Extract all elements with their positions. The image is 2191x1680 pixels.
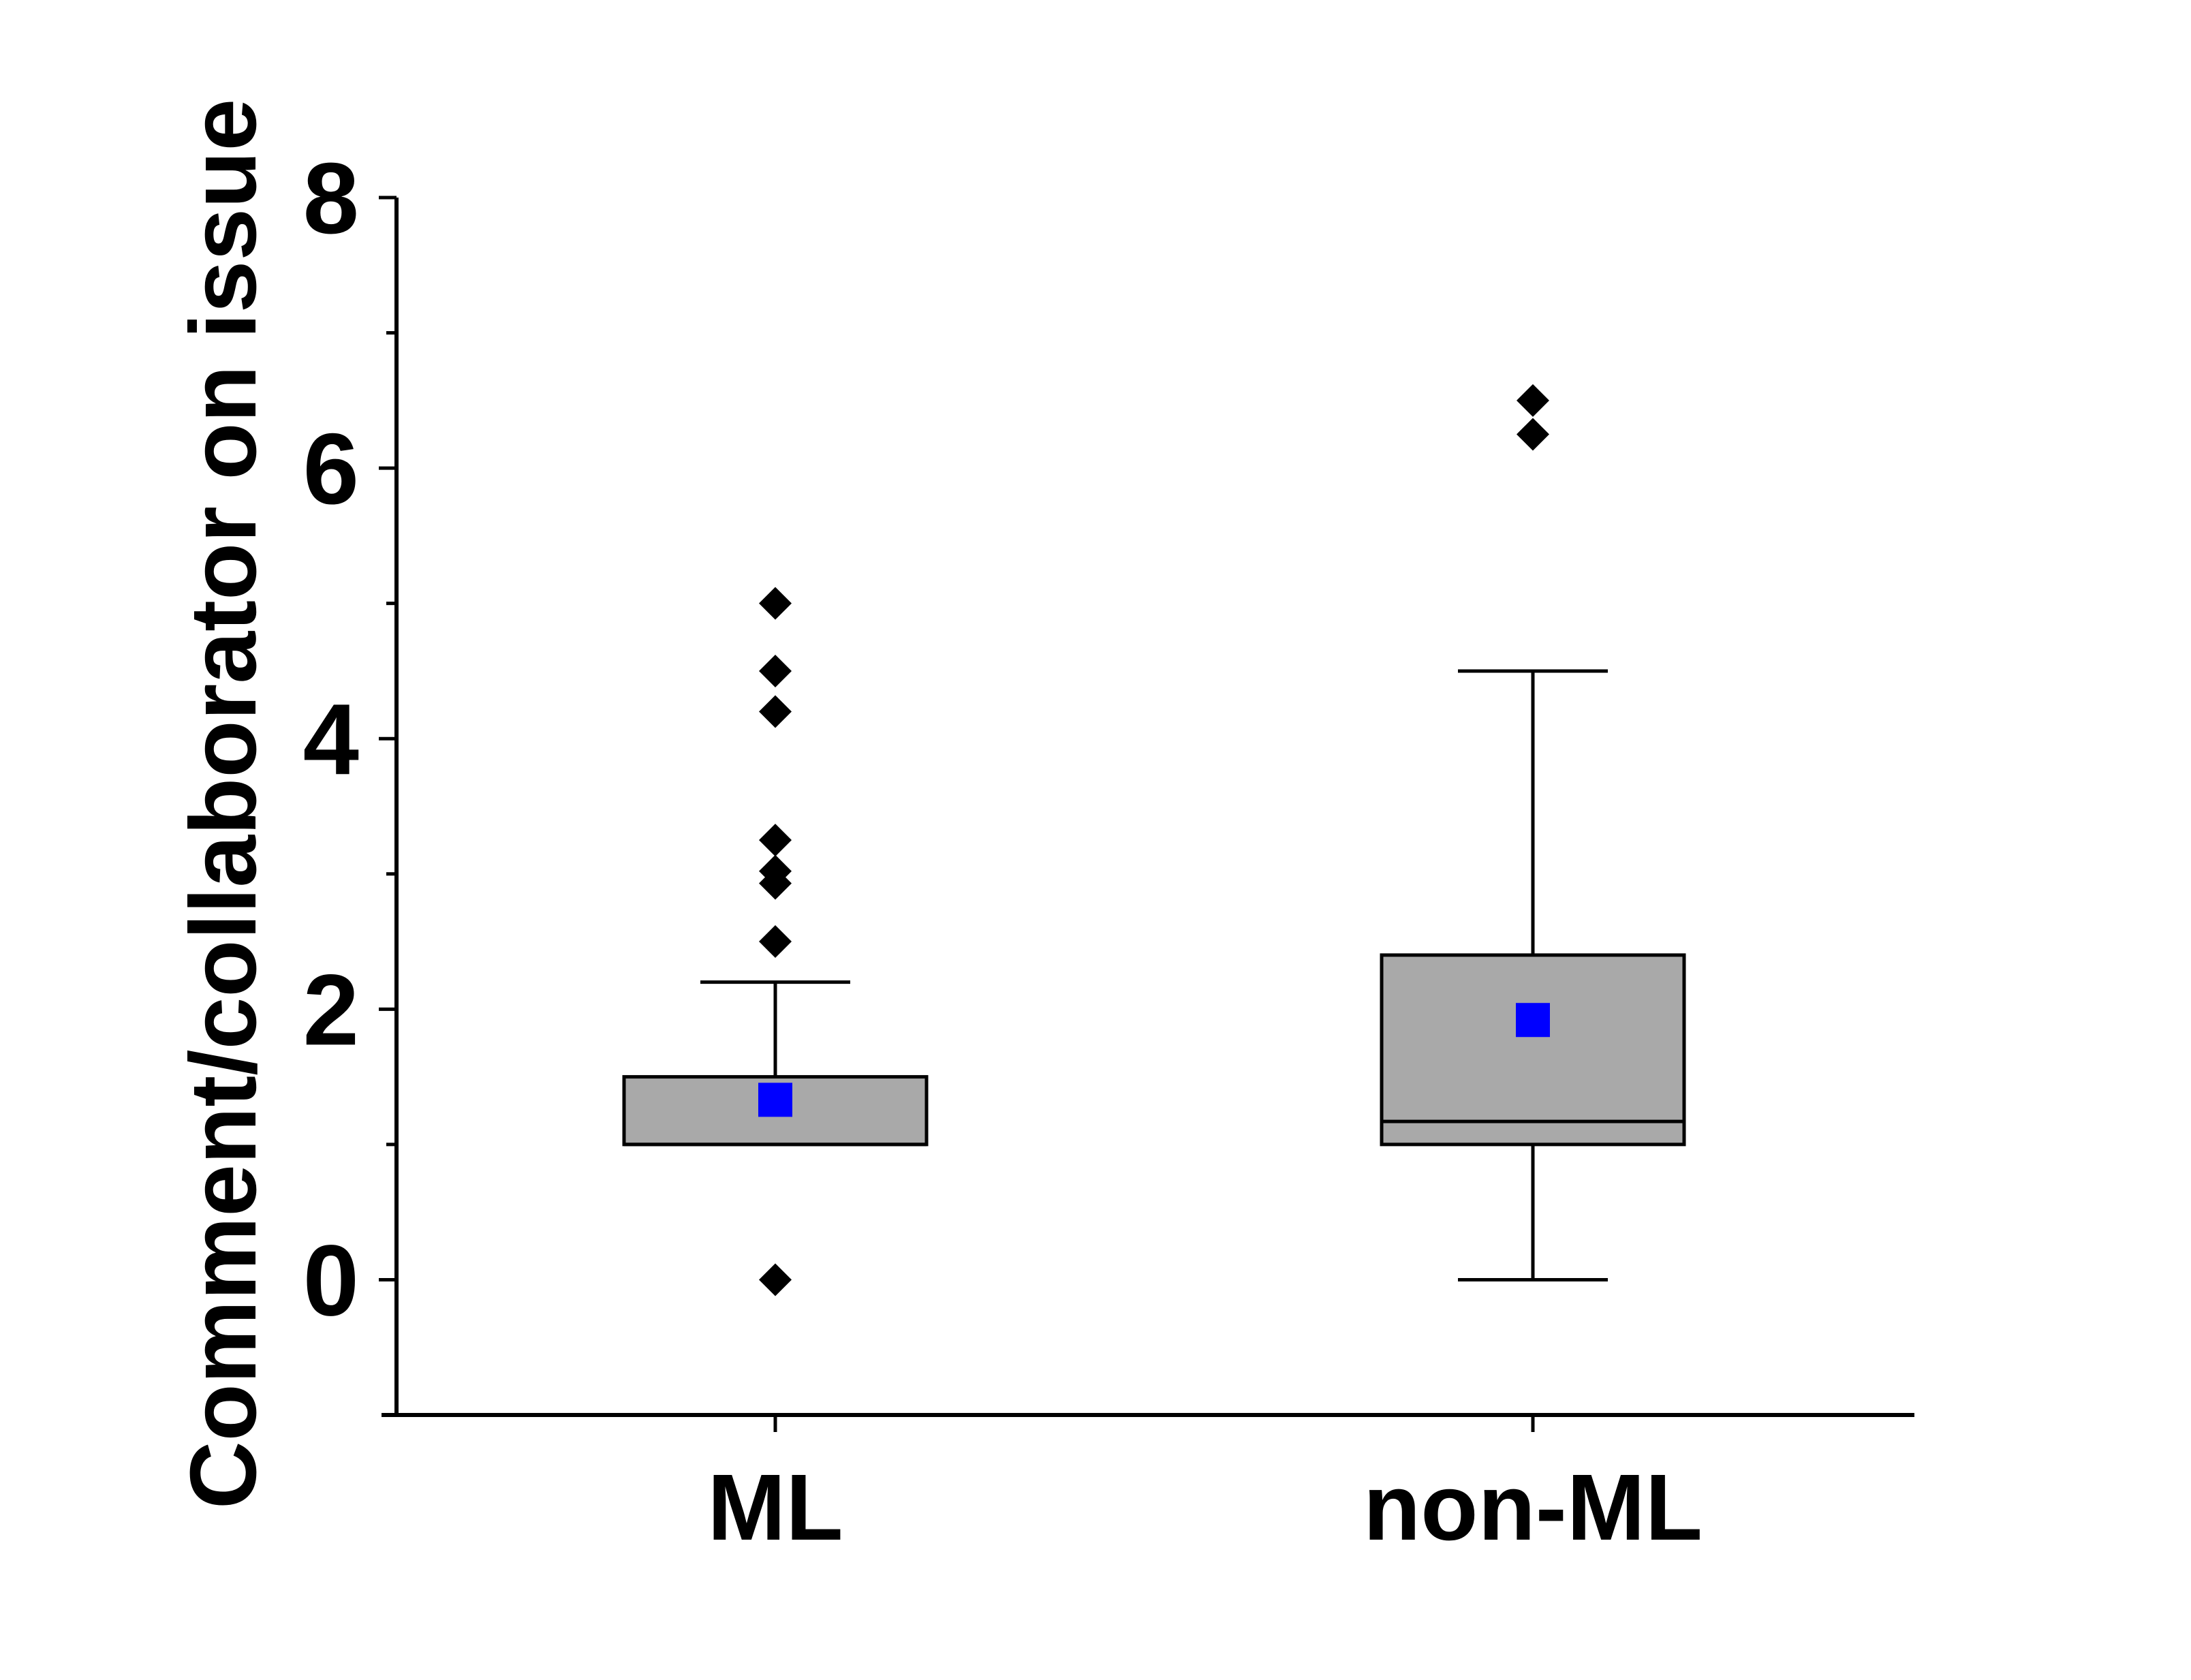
box-group-ml (622, 587, 929, 1296)
y-axis-title: Comment/collaborator on issue (171, 99, 276, 1509)
x-tick-label: non-ML (1363, 1455, 1703, 1560)
axes: 0 2 4 6 8 ML non-ML (303, 142, 1914, 1560)
outlier-point (1517, 418, 1549, 451)
outlier-point (1517, 384, 1549, 417)
mean-marker (1516, 1003, 1550, 1038)
y-tick-label: 8 (303, 142, 359, 255)
outlier-point (759, 695, 792, 728)
box-iqr (1380, 953, 1686, 1147)
box-group-non-ml (1380, 384, 1686, 1281)
box-series (622, 384, 1686, 1296)
outlier-point (759, 854, 792, 888)
outlier-point (759, 587, 792, 620)
outlier-point (759, 824, 792, 857)
y-tick-label: 2 (303, 954, 359, 1066)
outlier-point (759, 925, 792, 959)
y-tick-label: 0 (303, 1224, 359, 1337)
x-tick-label: ML (707, 1455, 843, 1560)
y-tick-label: 4 (303, 683, 359, 796)
outlier-point (759, 1263, 792, 1296)
outlier-point (759, 654, 792, 687)
mean-marker (758, 1083, 792, 1117)
y-tick-label: 6 (303, 413, 359, 525)
